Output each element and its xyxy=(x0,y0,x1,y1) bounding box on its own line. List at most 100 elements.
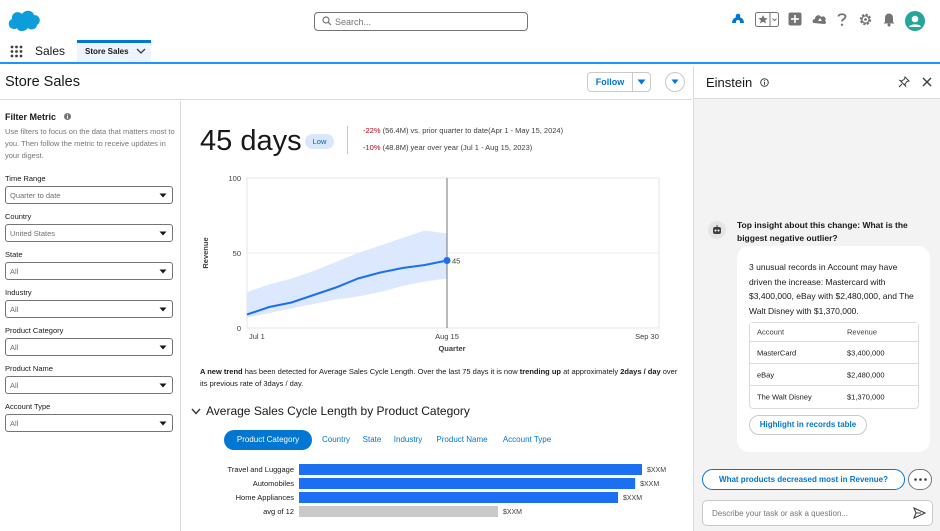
bar-value-label: $XXM xyxy=(623,495,642,502)
x-tick-label: Jul 1 xyxy=(249,332,265,341)
bar-category-label: avg of 12 xyxy=(263,507,294,516)
chevron-down-icon xyxy=(159,193,167,198)
bar-value-label: $XXM xyxy=(647,467,666,474)
chevron-down-icon xyxy=(671,79,679,84)
page-header: Store Sales Follow xyxy=(0,66,692,100)
comparison-year-text: (48.8M) year over year (Jul 1 - Aug 15, … xyxy=(382,143,533,152)
filter-description: Use filters to focus on the data that ma… xyxy=(5,127,175,160)
global-search[interactable] xyxy=(314,12,528,31)
trend-summary: A new trend has been detected for Averag… xyxy=(200,366,680,390)
table-cell-revenue: $1,370,000 xyxy=(847,392,885,402)
tab-label: Store Sales xyxy=(85,47,129,56)
einstein-composer xyxy=(702,500,933,526)
more-prompts-button[interactable] xyxy=(908,469,932,490)
collapse-chevron-icon[interactable] xyxy=(191,408,201,415)
series-line xyxy=(246,259,448,316)
bar-category-label: Home Appliances xyxy=(236,493,295,502)
bar-category-label: Automobiles xyxy=(253,479,295,488)
trend-chart: 0 50 100 Jul 1 Aug 15 Sep 30 Revenue Quarter 45 xyxy=(201,174,660,353)
x-tick-label: Sep 30 xyxy=(635,332,659,341)
close-icon[interactable] xyxy=(922,77,932,87)
filter-select[interactable]: All xyxy=(5,376,173,394)
add-icon[interactable] xyxy=(788,12,802,26)
follow-button[interactable]: Follow xyxy=(595,77,625,87)
settings-icon[interactable] xyxy=(858,12,873,27)
bot-icon xyxy=(713,225,721,234)
section-title: Average Sales Cycle Length by Product Ca… xyxy=(206,404,470,418)
x-tick-label: Aug 15 xyxy=(435,332,459,341)
filter-select[interactable]: All xyxy=(5,414,173,432)
pill-state[interactable]: State xyxy=(362,435,382,444)
filter-select-value: Quarter to date xyxy=(10,191,61,200)
filter-select[interactable]: Quarter to date xyxy=(5,186,173,204)
search-icon xyxy=(322,16,332,26)
chevron-down-icon[interactable] xyxy=(136,47,146,55)
filter-label: Product Category xyxy=(5,326,64,335)
filter-select-value: All xyxy=(10,419,19,428)
table-cell-revenue: $3,400,000 xyxy=(847,348,885,357)
table-cell-account: eBay xyxy=(757,370,775,379)
app-launcher-icon[interactable] xyxy=(10,45,23,58)
suggested-prompt-button[interactable]: What products decreased most in Revenue? xyxy=(702,469,905,490)
comparison-quarter-pct: -22% xyxy=(363,126,381,135)
cloud-logo[interactable] xyxy=(6,7,42,33)
y-tick-label: 100 xyxy=(228,174,241,183)
metric-main: 45 days Low -22% (56.4M) vs. prior quart… xyxy=(182,101,692,531)
kpi-value: 45 days xyxy=(200,125,302,157)
filter-label: Time Range xyxy=(5,174,46,183)
search-input[interactable] xyxy=(335,14,515,29)
follow-menu-icon[interactable] xyxy=(637,79,646,85)
einstein-question: Top insight about this change: What is t… xyxy=(737,220,908,243)
setup-assistant-icon[interactable] xyxy=(812,12,828,26)
trailhead-icon[interactable] xyxy=(731,12,745,26)
notifications-icon[interactable] xyxy=(882,12,896,27)
info-icon[interactable] xyxy=(64,113,71,120)
einstein-prompt-input[interactable] xyxy=(712,506,902,521)
einstein-avatar xyxy=(708,221,726,239)
pill-product-name[interactable]: Product Name xyxy=(436,435,488,444)
follow-button-group: Follow xyxy=(587,72,651,92)
filter-select[interactable]: All xyxy=(5,338,173,356)
pill-country[interactable]: Country xyxy=(321,435,350,444)
app-nav-bar: Sales Store Sales xyxy=(0,40,940,64)
current-value-point xyxy=(443,257,451,264)
filter-select-value: United States xyxy=(10,229,56,238)
confidence-band xyxy=(247,230,447,318)
filter-label: Country xyxy=(5,212,32,221)
filter-select[interactable]: All xyxy=(5,262,173,280)
comparison-quarter: -22% (56.4M) vs. prior quarter to date(A… xyxy=(363,126,563,135)
pill-account-type[interactable]: Account Type xyxy=(502,435,552,444)
filter-panel: Filter Metric Use filters to focus on th… xyxy=(0,101,181,531)
page-menu-button[interactable] xyxy=(665,72,685,92)
filter-label: State xyxy=(5,250,23,259)
filter-select-value: All xyxy=(10,381,19,390)
filter-select-value: All xyxy=(10,343,19,352)
filter-select[interactable]: All xyxy=(5,300,173,318)
table-cell-account: The Walt Disney xyxy=(757,392,812,402)
favorites-icon[interactable] xyxy=(755,12,779,27)
send-icon[interactable] xyxy=(913,507,926,519)
pin-icon[interactable] xyxy=(898,76,910,88)
highlight-records-button[interactable]: Highlight in records table xyxy=(749,415,867,435)
global-header xyxy=(0,0,940,40)
table-header-account: Account xyxy=(757,327,785,337)
trend-text-3: over its previous rate of 3days / day. xyxy=(200,367,678,388)
page-title: Store Sales xyxy=(5,74,80,90)
filter-label: Industry xyxy=(5,288,32,297)
insight-text: 3 unusual records in Account may have dr… xyxy=(749,262,914,316)
pill-industry[interactable]: Industry xyxy=(393,435,423,444)
table-header-revenue: Revenue xyxy=(847,327,878,337)
table-row: eBay $2,480,000 xyxy=(750,364,918,386)
more-icon xyxy=(914,478,927,481)
trend-text-2: at approximately xyxy=(561,367,621,376)
tab-store-sales[interactable]: Store Sales xyxy=(77,40,151,62)
trend-bold-2: trending up xyxy=(519,367,562,376)
comparison-quarter-text: (56.4M) vs. prior quarter to date(Apr 1 … xyxy=(382,126,564,135)
user-avatar[interactable] xyxy=(905,11,925,31)
current-value-label: 45 xyxy=(452,257,460,266)
help-icon[interactable] xyxy=(836,12,848,27)
pill-product-category[interactable]: Product Category xyxy=(224,430,312,450)
filter-select[interactable]: United States xyxy=(5,224,173,242)
info-icon[interactable] xyxy=(760,78,769,87)
category-bar xyxy=(299,478,636,489)
